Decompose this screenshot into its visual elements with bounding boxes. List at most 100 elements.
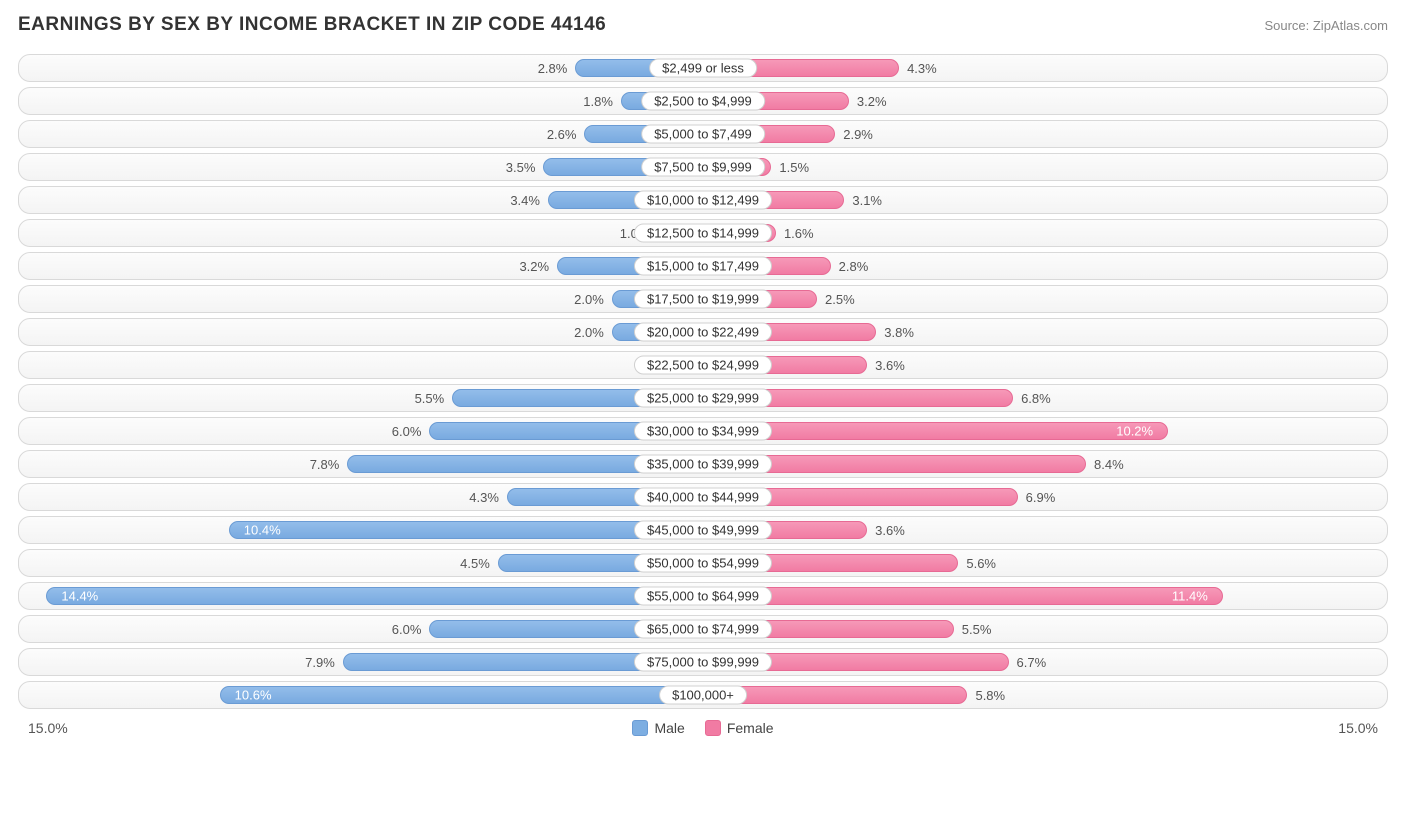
pct-label-female: 3.1% <box>844 193 890 208</box>
pct-label-female: 1.6% <box>776 226 822 241</box>
bracket-label: $7,500 to $9,999 <box>641 158 765 177</box>
row-half-female: 10.2% <box>703 418 1387 444</box>
bracket-label: $12,500 to $14,999 <box>634 224 772 243</box>
row-half-female: 6.8% <box>703 385 1387 411</box>
row-half-male: 2.0% <box>19 319 703 345</box>
legend-label-male: Male <box>654 720 684 736</box>
row-half-female: 1.5% <box>703 154 1387 180</box>
pct-label-female: 3.2% <box>849 94 895 109</box>
row-half-female: 3.8% <box>703 319 1387 345</box>
pct-label-female: 5.6% <box>958 556 1004 571</box>
pct-label-male: 3.2% <box>511 259 557 274</box>
row-half-male: 14.4% <box>19 583 703 609</box>
bracket-label: $10,000 to $12,499 <box>634 191 772 210</box>
chart-row: 6.0% 10.2% $30,000 to $34,999 <box>18 417 1388 445</box>
bracket-label: $65,000 to $74,999 <box>634 620 772 639</box>
row-half-male: 6.0% <box>19 616 703 642</box>
row-half-male: 3.4% <box>19 187 703 213</box>
chart-row: 1.8%3.2%$2,500 to $4,999 <box>18 87 1388 115</box>
chart-footer: 15.0% Male Female 15.0% <box>18 714 1388 736</box>
bracket-label: $30,000 to $34,999 <box>634 422 772 441</box>
row-half-female: 11.4% <box>703 583 1387 609</box>
pct-label-male: 10.6% <box>227 688 280 703</box>
pct-label-male: 6.0% <box>384 622 430 637</box>
pct-label-male: 2.8% <box>530 61 576 76</box>
pct-label-female: 10.2% <box>1108 424 1161 439</box>
pct-label-female: 5.8% <box>967 688 1013 703</box>
pct-label-male: 1.8% <box>575 94 621 109</box>
bar-male: 10.4% <box>229 521 703 539</box>
legend-swatch-female <box>705 720 721 736</box>
pct-label-male: 10.4% <box>236 523 289 538</box>
pct-label-female: 5.5% <box>954 622 1000 637</box>
bracket-label: $5,000 to $7,499 <box>641 125 765 144</box>
bracket-label: $15,000 to $17,499 <box>634 257 772 276</box>
pct-label-male: 5.5% <box>407 391 453 406</box>
chart-row: 6.0% 5.5% $65,000 to $74,999 <box>18 615 1388 643</box>
pct-label-male: 14.4% <box>53 589 106 604</box>
row-half-male: 2.0% <box>19 286 703 312</box>
row-half-male: 7.8% <box>19 451 703 477</box>
pct-label-female: 3.6% <box>867 523 913 538</box>
row-half-female: 4.3% <box>703 55 1387 81</box>
row-half-female: 6.9% <box>703 484 1387 510</box>
pct-label-male: 2.0% <box>566 325 612 340</box>
chart-row: 7.8% 8.4% $35,000 to $39,999 <box>18 450 1388 478</box>
bracket-label: $22,500 to $24,999 <box>634 356 772 375</box>
row-half-male: 3.2% <box>19 253 703 279</box>
bracket-label: $2,499 or less <box>649 59 757 78</box>
pct-label-male: 7.9% <box>297 655 343 670</box>
bracket-label: $40,000 to $44,999 <box>634 488 772 507</box>
row-half-male: 4.5% <box>19 550 703 576</box>
row-half-female: 5.6% <box>703 550 1387 576</box>
pct-label-female: 11.4% <box>1164 589 1216 604</box>
bracket-label: $25,000 to $29,999 <box>634 389 772 408</box>
chart-row: 4.3%6.9%$40,000 to $44,999 <box>18 483 1388 511</box>
chart-row: 14.4% 11.4% $55,000 to $64,999 <box>18 582 1388 610</box>
bar-male: 14.4% <box>46 587 703 605</box>
chart-row: 3.2% 2.8%$15,000 to $17,499 <box>18 252 1388 280</box>
chart-title: EARNINGS BY SEX BY INCOME BRACKET IN ZIP… <box>18 14 606 36</box>
bracket-label: $75,000 to $99,999 <box>634 653 772 672</box>
chart-row: 10.6% 5.8% $100,000+ <box>18 681 1388 709</box>
legend-item-female: Female <box>705 720 774 736</box>
axis-label-right: 15.0% <box>1338 720 1378 736</box>
pct-label-female: 6.7% <box>1009 655 1055 670</box>
chart-row: 3.5%1.5%$7,500 to $9,999 <box>18 153 1388 181</box>
row-half-female: 2.5% <box>703 286 1387 312</box>
chart-row: 2.0% 3.8%$20,000 to $22,499 <box>18 318 1388 346</box>
pct-label-male: 2.6% <box>539 127 585 142</box>
bracket-label: $17,500 to $19,999 <box>634 290 772 309</box>
bar-male: 10.6% <box>220 686 703 704</box>
row-half-female: 3.6% <box>703 352 1387 378</box>
legend-label-female: Female <box>727 720 774 736</box>
bracket-label: $55,000 to $64,999 <box>634 587 772 606</box>
axis-label-left: 15.0% <box>28 720 68 736</box>
chart-row: 5.5% 6.8% $25,000 to $29,999 <box>18 384 1388 412</box>
row-half-male: 0.27% <box>19 352 703 378</box>
row-half-male: 3.5% <box>19 154 703 180</box>
bar-female: 10.2% <box>703 422 1168 440</box>
chart-row: 2.0% 2.5% $17,500 to $19,999 <box>18 285 1388 313</box>
pct-label-female: 8.4% <box>1086 457 1132 472</box>
pct-label-male: 2.0% <box>566 292 612 307</box>
chart-row: 7.9% 6.7% $75,000 to $99,999 <box>18 648 1388 676</box>
row-half-male: 6.0% <box>19 418 703 444</box>
pct-label-female: 6.8% <box>1013 391 1059 406</box>
chart-row: 10.4% 3.6% $45,000 to $49,999 <box>18 516 1388 544</box>
row-half-female: 2.8% <box>703 253 1387 279</box>
bracket-label: $45,000 to $49,999 <box>634 521 772 540</box>
row-half-female: 3.2% <box>703 88 1387 114</box>
pct-label-male: 7.8% <box>302 457 348 472</box>
row-half-female: 5.5% <box>703 616 1387 642</box>
row-half-female: 3.1% <box>703 187 1387 213</box>
pct-label-female: 2.9% <box>835 127 881 142</box>
bracket-label: $20,000 to $22,499 <box>634 323 772 342</box>
row-half-male: 10.4% <box>19 517 703 543</box>
row-half-male: 4.3% <box>19 484 703 510</box>
bracket-label: $100,000+ <box>659 686 747 705</box>
row-half-male: 1.0% <box>19 220 703 246</box>
pct-label-female: 2.5% <box>817 292 863 307</box>
bracket-label: $35,000 to $39,999 <box>634 455 772 474</box>
pct-label-male: 4.5% <box>452 556 498 571</box>
